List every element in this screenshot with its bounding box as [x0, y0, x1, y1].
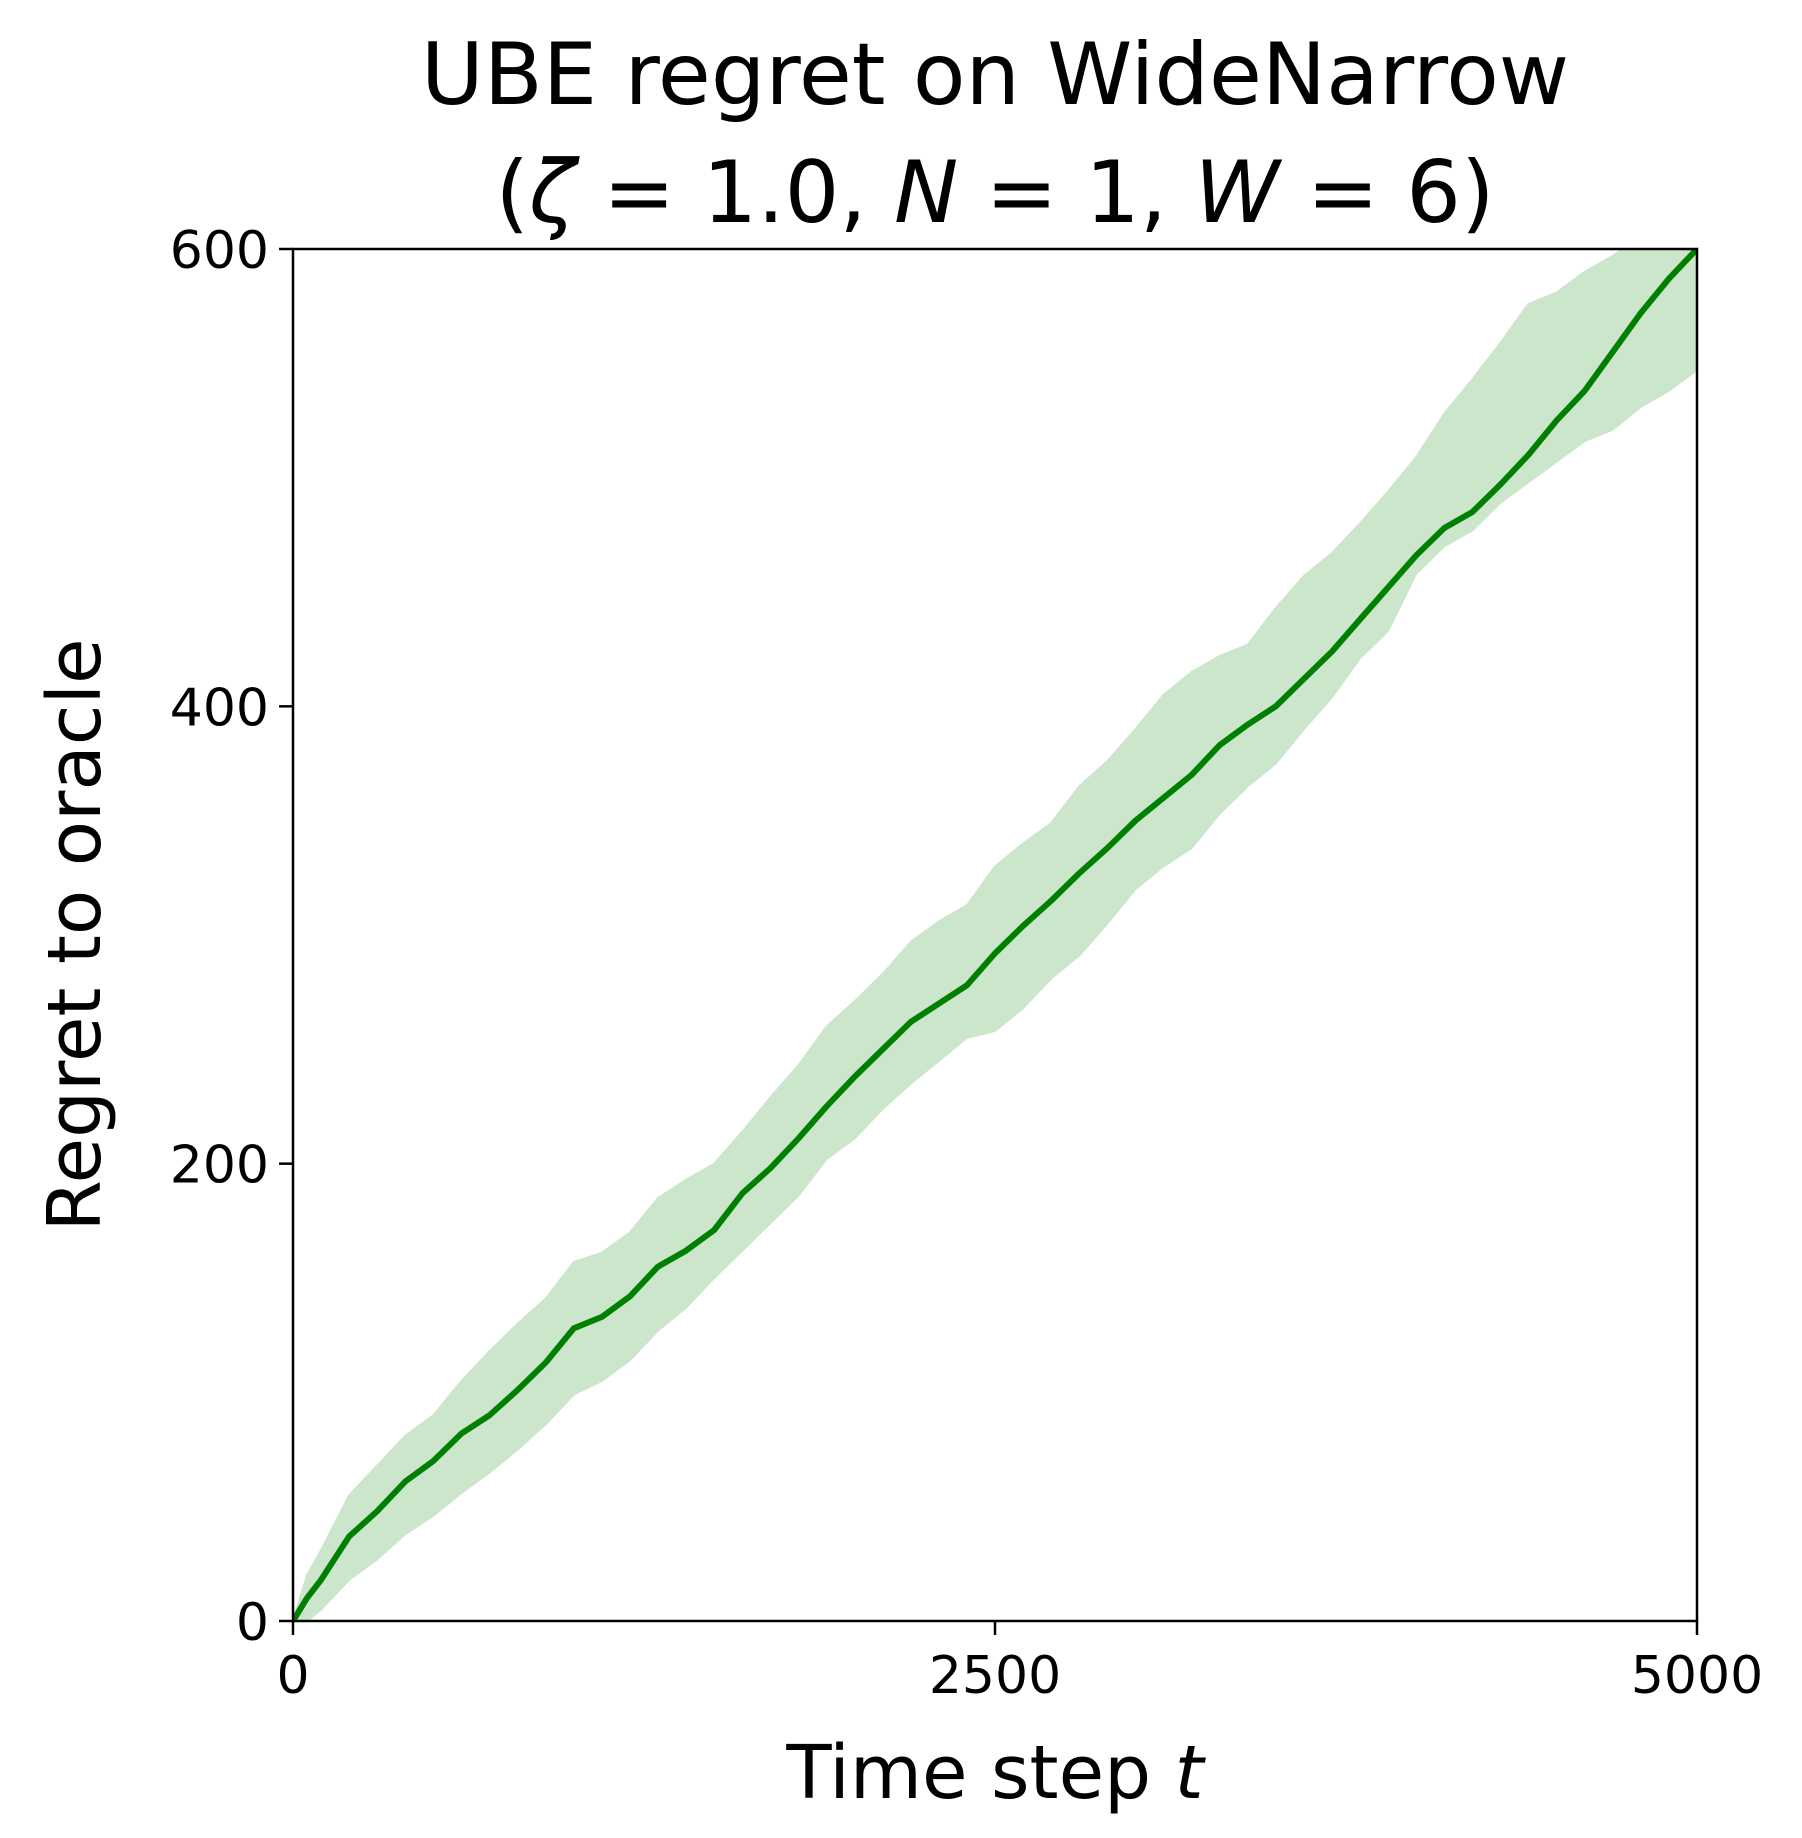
x-axis-label-var: t [1175, 1730, 1207, 1816]
title-w-symbol: W [1194, 143, 1282, 243]
y-tick-label: 200 [170, 1136, 269, 1196]
y-axis-label: Regret to oracle [32, 638, 118, 1231]
y-tick-label: 600 [170, 221, 269, 281]
x-axis-ticks: 0 2500 5000 [276, 1621, 1763, 1706]
y-tick-label: 0 [236, 1593, 269, 1653]
mean-regret-line [293, 249, 1697, 1621]
title-n-symbol: N [894, 143, 958, 243]
chart-title-line1: UBE regret on WideNarrow [421, 25, 1569, 125]
y-tick-label: 400 [170, 678, 269, 738]
x-axis-label: Time step t [785, 1730, 1206, 1816]
title-zeta-value: = 1.0, [576, 143, 894, 243]
y-axis-ticks: 0 200 400 600 [170, 221, 293, 1653]
x-tick-label: 5000 [1631, 1646, 1763, 1706]
x-axis-label-text: Time step [785, 1730, 1174, 1816]
title-w-value: = 6) [1280, 143, 1495, 243]
x-tick-label: 2500 [929, 1646, 1061, 1706]
chart-title-line2: (ζ = 1.0, N = 1, W = 6) [495, 143, 1494, 243]
title-zeta-symbol: ζ [528, 143, 580, 243]
title-n-value: = 1, [958, 143, 1194, 243]
x-tick-label: 0 [276, 1646, 309, 1706]
confidence-band [293, 249, 1697, 1621]
title-open-paren: ( [495, 143, 529, 243]
